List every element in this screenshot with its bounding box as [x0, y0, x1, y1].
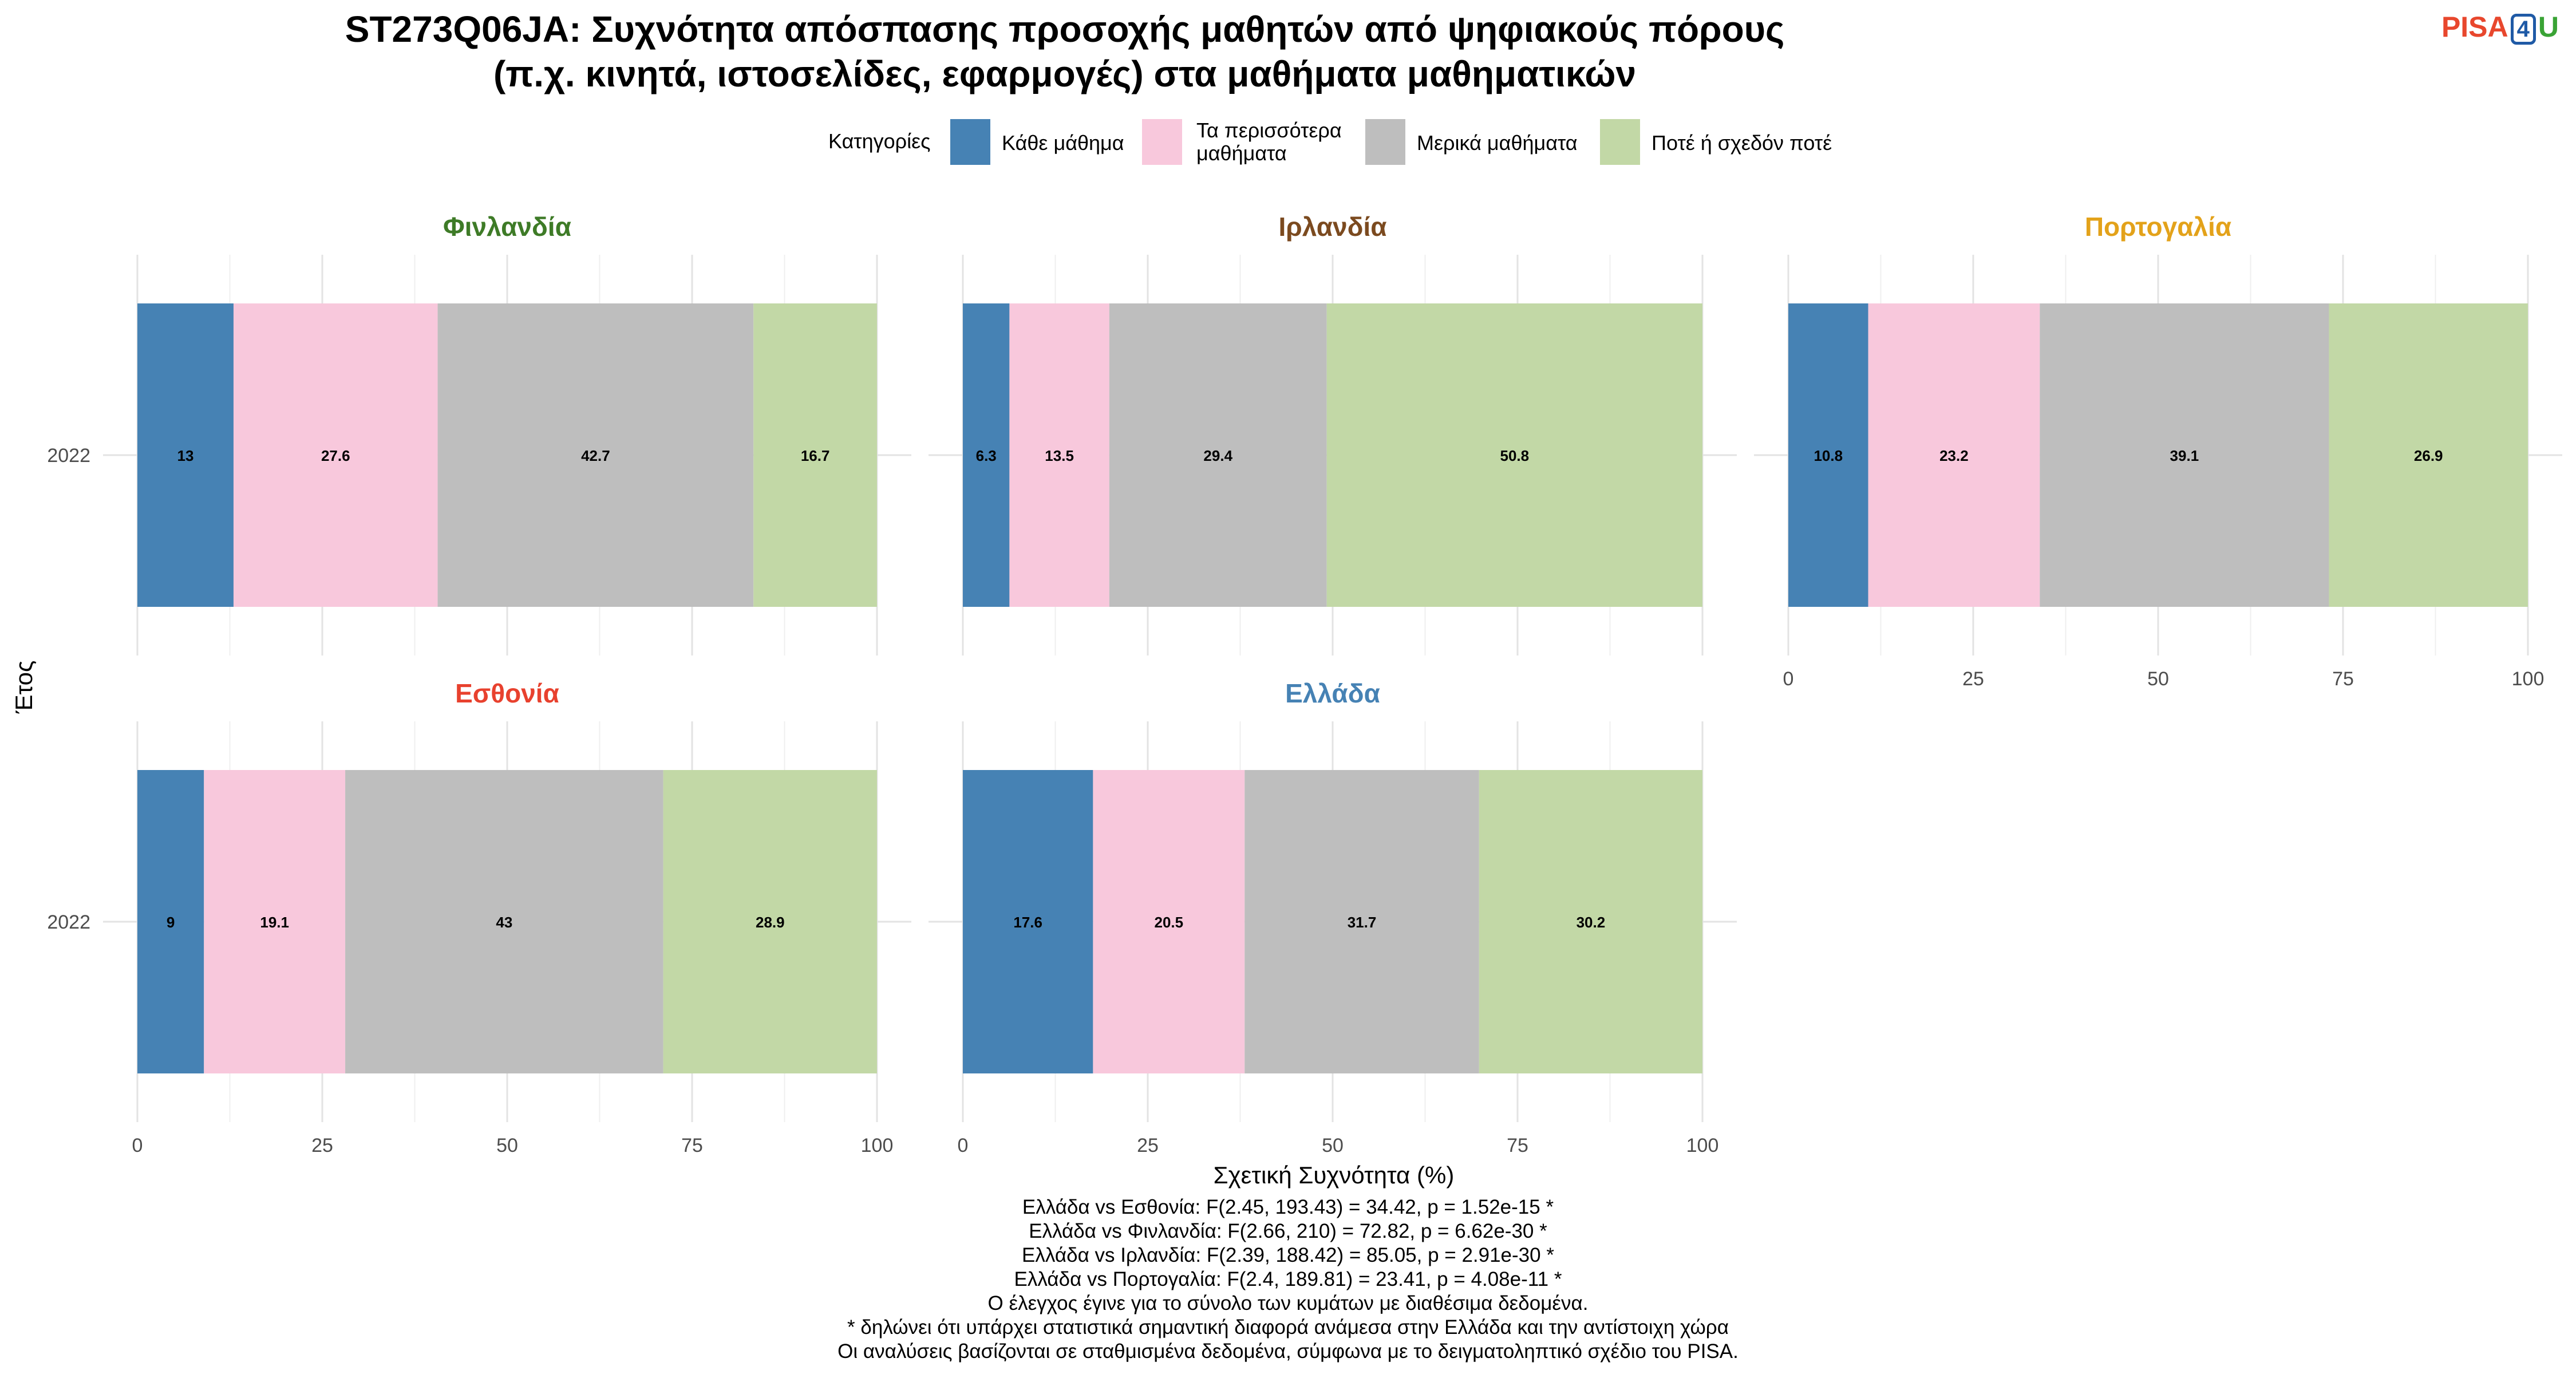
- panel-3-x-tick-label: 25: [1962, 668, 1984, 690]
- panel-3-x-tick-label: 50: [2147, 668, 2169, 690]
- legend-title: Κατηγορίες: [828, 129, 931, 153]
- caption-line-2: Ελλάδα vs Φινλανδία: F(2.66, 210) = 72.8…: [1029, 1220, 1547, 1242]
- chart-title-line-1: ST273Q06JA: Συχνότητα απόσπασης προσοχής…: [345, 9, 1785, 50]
- panel-1-data-label-1: 13: [177, 447, 194, 464]
- panel-3-x-tick-label: 100: [2512, 668, 2545, 690]
- faceted-stacked-bar-chart: Φινλανδία 13 27.6 42.7 16.7 2022 Ιρλανδία 6.3 13…: [10, 212, 2562, 1189]
- legend-label-most-lessons-line-2: μαθήματα: [1196, 141, 1287, 165]
- panel-3-data-label-4: 26.9: [2414, 447, 2443, 464]
- chart-title-line-2: (π.χ. κινητά, ιστοσελίδες, εφαρμογές) στ…: [493, 53, 1637, 94]
- panel-4-x-tick-label: 75: [681, 1135, 703, 1156]
- panel-2-bar-4: [1326, 303, 1702, 607]
- panel-1-data-label-3: 42.7: [581, 447, 610, 464]
- panel-5-data-label-3: 31.7: [1348, 914, 1377, 931]
- panel-4-x-tick-label: 50: [496, 1135, 518, 1156]
- panel-5-bar-2: [1093, 770, 1245, 1073]
- y-axis-title: Έτος: [10, 661, 37, 714]
- logo-text-pisa: PISA: [2441, 11, 2508, 43]
- panel-3-data-label-1: 10.8: [1814, 447, 1843, 464]
- panel-4-data-label-3: 43: [496, 914, 512, 931]
- caption-line-3: Ελλάδα vs Ιρλανδία: F(2.39, 188.42) = 85…: [1022, 1244, 1554, 1266]
- panel-5-data-label-4: 30.2: [1577, 914, 1606, 931]
- panel-5-x-tick-label: 0: [958, 1135, 969, 1156]
- panel-3-data-label-3: 39.1: [2170, 447, 2199, 464]
- logo-text-u: U: [2538, 11, 2559, 43]
- panel-3-bar-4: [2329, 303, 2528, 607]
- panel-2-data-label-4: 50.8: [1500, 447, 1530, 464]
- panel-3-title: Πορτογαλία: [2085, 212, 2231, 242]
- panel-1-bar-1: [137, 303, 234, 607]
- panel-4-bar-1: [137, 770, 204, 1073]
- panel-4-bar-3: [345, 770, 663, 1073]
- panel-3-bar-2: [1868, 303, 2040, 607]
- panel-2-title: Ιρλανδία: [1278, 212, 1386, 242]
- panel-2-data-label-3: 29.4: [1203, 447, 1232, 464]
- panel-4-bar-2: [204, 770, 346, 1073]
- legend-label-some-lessons: Μερικά μαθήματα: [1417, 131, 1578, 155]
- panel-5-x-tick-label: 100: [1686, 1135, 1719, 1156]
- panel-1-y-tick-label: 2022: [47, 445, 90, 467]
- panel-5-x-tick-label: 25: [1137, 1135, 1159, 1156]
- legend-key-some-lessons: [1365, 119, 1405, 165]
- panel-1-bar-3: [437, 303, 754, 607]
- panel-1-title: Φινλανδία: [443, 212, 571, 242]
- logo-text-4: 4: [2510, 14, 2536, 45]
- panel-4-data-label-4: 28.9: [756, 914, 785, 931]
- panel-2-data-label-1: 6.3: [976, 447, 997, 464]
- caption-line-4: Ελλάδα vs Πορτογαλία: F(2.4, 189.81) = 2…: [1014, 1268, 1562, 1290]
- panel-5-bar-1: [963, 770, 1093, 1073]
- pisa4u-logo: PISA 4 U: [2441, 10, 2559, 45]
- caption-line-5: Ο έλεγχος έγινε για το σύνολο των κυμάτω…: [987, 1292, 1589, 1314]
- panel-5-data-label-1: 17.6: [1013, 914, 1042, 931]
- panel-3-bar-1: [1788, 303, 1868, 607]
- legend-label-most-lessons-line-1: Τα περισσότερα: [1196, 119, 1342, 142]
- panel-3-x-tick-label: 75: [2332, 668, 2354, 690]
- legend: Κατηγορίες Κάθε μάθημα Τα περισσότερα μα…: [0, 114, 2576, 166]
- panel-2-data-label-2: 13.5: [1045, 447, 1074, 464]
- panel-4-title: Εσθονία: [455, 678, 559, 708]
- panel-3-x-tick-label: 0: [1783, 668, 1794, 690]
- legend-label-never: Ποτέ ή σχεδόν ποτέ: [1652, 131, 1832, 155]
- panel-1-bar-4: [753, 303, 877, 607]
- legend-label-most-lessons: Τα περισσότερα μαθήματα: [1196, 119, 1342, 165]
- legend-key-never: [1600, 119, 1640, 165]
- panel-4-x-tick-label: 100: [861, 1135, 894, 1156]
- panel-1-data-label-2: 27.6: [321, 447, 350, 464]
- panel-4-bar-4: [663, 770, 877, 1073]
- panel-4-y-tick-label: 2022: [47, 911, 90, 933]
- panel-3-bar-3: [2040, 303, 2329, 607]
- caption: Ελλάδα vs Εσθονία: F(2.45, 193.43) = 34.…: [0, 1195, 2576, 1364]
- caption-line-1: Ελλάδα vs Εσθονία: F(2.45, 193.43) = 34.…: [1022, 1196, 1554, 1218]
- x-axis-title: Σχετική Συχνότητα (%): [1214, 1162, 1455, 1189]
- chart-title: ST273Q06JA: Συχνότητα απόσπασης προσοχής…: [0, 7, 2129, 96]
- panel-5-bar-4: [1479, 770, 1702, 1073]
- panel-1-bar-2: [233, 303, 438, 607]
- panel-5-bar-3: [1244, 770, 1479, 1073]
- panel-4-x-tick-label: 0: [132, 1135, 143, 1156]
- caption-line-7: Οι αναλύσεις βασίζονται σε σταθμισμένα δ…: [837, 1340, 1739, 1363]
- panel-1-data-label-4: 16.7: [801, 447, 830, 464]
- panel-4-data-label-1: 9: [167, 914, 175, 931]
- panel-4-x-tick-label: 25: [311, 1135, 333, 1156]
- panel-5-x-tick-label: 50: [1322, 1135, 1344, 1156]
- panel-5-x-tick-label: 75: [1507, 1135, 1528, 1156]
- panel-5-title: Ελλάδα: [1285, 678, 1380, 708]
- panel-3-data-label-2: 23.2: [1939, 447, 1969, 464]
- caption-line-6: * δηλώνει ότι υπάρχει στατιστικά σημαντι…: [847, 1316, 1729, 1339]
- legend-key-every-lesson: [950, 119, 990, 165]
- legend-label-every-lesson: Κάθε μάθημα: [1002, 131, 1124, 155]
- panel-5-data-label-2: 20.5: [1155, 914, 1184, 931]
- panel-2-bar-3: [1109, 303, 1327, 607]
- legend-key-most-lessons: [1142, 119, 1182, 165]
- panel-2-bar-2: [1009, 303, 1109, 607]
- panel-2-bar-1: [963, 303, 1010, 607]
- panel-4-data-label-2: 19.1: [260, 914, 289, 931]
